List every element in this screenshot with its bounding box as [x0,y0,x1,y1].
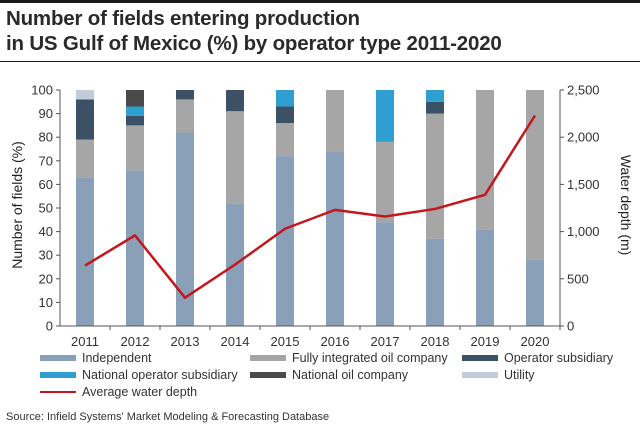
bar-2015-national-operator-subsidiary [276,90,294,107]
legend: Independent Fully integrated oil company… [0,350,640,404]
legend-swatch-national-oil-company [250,372,286,378]
legend-label-national-oil-company: National oil company [292,368,409,382]
x-tick-label: 2014 [221,334,250,349]
bar-2017-national-operator-subsidiary [376,90,394,142]
bar-2013-operator-subsidiary [176,90,194,100]
y-axis-label: Number of fields (%) [9,141,25,269]
legend-swatch-operator-subsidiary [462,355,498,361]
x-tick-label: 2015 [271,334,300,349]
legend-label-average-water-depth: Average water depth [82,385,198,399]
bars-group [76,90,544,326]
stacked-bar-chart: 0 10 20 30 40 50 60 70 80 90 100 0 500 1,000 1,500 2,00… [9,83,634,350]
y-tick-label: 0 [46,319,53,334]
x-tick-label: 2017 [371,334,400,349]
chart-title-line-2: in US Gulf of Mexico (%) by operator typ… [6,32,502,55]
legend-label-independent: Independent [82,351,152,365]
legend-label-utility: Utility [504,368,535,382]
bar-2012-independent [126,170,144,326]
x-tick-label: 2012 [121,334,150,349]
y-tick-label: 70 [39,153,53,168]
y-tick-label: 40 [39,224,53,239]
bar-2013-fully-integrated-oil-company [176,99,194,133]
bar-2018-fully-integrated-oil-company [426,113,444,239]
x-tick-label: 2011 [71,334,99,349]
bar-2020-independent [526,259,544,326]
legend-swatch-national-operator-subsidiary [40,372,76,378]
chart-title-line-1: Number of fields entering production [6,7,360,30]
x-tick-label: 2013 [171,334,200,349]
bar-2011-operator-subsidiary [76,99,94,140]
bar-2018-national-operator-subsidiary [426,90,444,102]
y2-tick-label: 500 [567,271,589,286]
y-tick-label: 60 [39,177,53,192]
bar-2015-operator-subsidiary [276,106,294,124]
bar-2011-fully-integrated-oil-company [76,139,94,178]
y-tick-label: 10 [39,295,53,310]
source-note: Source: Infield Systems' Market Modeling… [6,411,330,423]
legend-swatch-independent [40,355,76,361]
legend-utility: Utility [462,368,535,382]
bar-2012-fully-integrated-oil-company [126,125,144,171]
x-tick-label: 2016 [321,334,350,349]
y-tick-label: 50 [39,201,53,216]
title-separator [0,61,640,62]
bar-2016-fully-integrated-oil-company [326,90,344,152]
legend-national-oil-company: National oil company [250,368,408,382]
bar-2014-operator-subsidiary [226,90,244,112]
average-water-depth-line [84,114,537,299]
x-tick-label: 2019 [471,334,500,349]
bar-2012-operator-subsidiary [126,115,144,126]
bar-2015-independent [276,156,294,326]
bar-2012-national-operator-subsidiary [126,106,144,116]
legend-label-fully-integrated: Fully integrated oil company [292,351,448,365]
bar-2020-fully-integrated-oil-company [526,90,544,260]
bar-2019-independent [476,229,494,326]
bar-2011-utility [76,90,94,100]
bar-2017-fully-integrated-oil-company [376,141,394,223]
legend-swatch-fully-integrated [250,355,286,361]
bar-2014-fully-integrated-oil-company [226,111,244,204]
legend-operator-subsidiary: Operator subsidiary [462,351,613,365]
ticks-group: 0 10 20 30 40 50 60 70 80 90 100 0 500 1,000 1,500 2,00… [31,83,599,350]
legend-label-national-operator-subsidiary: National operator subsidiary [82,368,238,382]
bar-2012-national-oil-company [126,90,144,107]
bar-2019-fully-integrated-oil-company [476,90,494,230]
x-tick-label: 2018 [421,334,450,349]
bar-2018-operator-subsidiary [426,101,444,114]
legend-fully-integrated: Fully integrated oil company [250,351,448,365]
y2-axis-label: Water depth (m) [618,155,634,256]
legend-independent: Independent [40,351,152,365]
y2-tick-label: 2,000 [567,130,600,145]
legend-label-operator-subsidiary: Operator subsidiary [504,351,614,365]
y-tick-label: 90 [39,106,53,121]
legend-average-water-depth: Average water depth [40,385,197,399]
legend-swatch-utility [462,372,498,378]
top-border [0,0,640,3]
bar-2016-independent [326,151,344,326]
bar-2013-independent [176,132,194,326]
y2-tick-label: 2,500 [567,83,600,98]
legend-line-average-water-depth [40,391,76,393]
y-tick-label: 30 [39,248,53,263]
y-tick-label: 80 [39,130,53,145]
chart-title: Number of fields entering production in … [6,6,606,56]
bar-2011-independent [76,177,94,326]
y2-tick-label: 1,000 [567,224,600,239]
y2-tick-label: 1,500 [567,177,600,192]
x-tick-label: 2020 [521,334,550,349]
y2-tick-label: 0 [567,319,574,334]
bar-2018-independent [426,238,444,326]
y-tick-label: 100 [31,83,53,98]
legend-national-operator-subsidiary: National operator subsidiary [40,368,238,382]
bar-2017-independent [376,222,394,326]
y-tick-label: 20 [39,271,53,286]
bar-2015-fully-integrated-oil-company [276,123,294,157]
